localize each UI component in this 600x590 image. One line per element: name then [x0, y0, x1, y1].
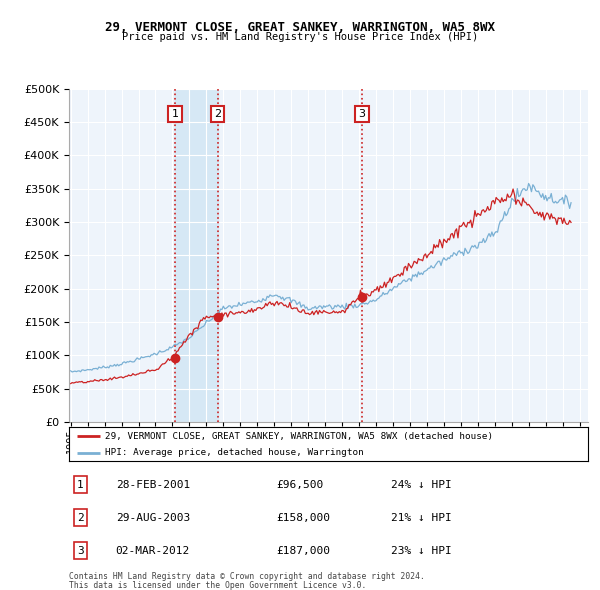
Text: 29-AUG-2003: 29-AUG-2003: [116, 513, 190, 523]
Text: Contains HM Land Registry data © Crown copyright and database right 2024.: Contains HM Land Registry data © Crown c…: [69, 572, 425, 581]
Text: 24% ↓ HPI: 24% ↓ HPI: [391, 480, 452, 490]
Text: £96,500: £96,500: [277, 480, 324, 490]
Text: 2: 2: [214, 109, 221, 119]
Text: 02-MAR-2012: 02-MAR-2012: [116, 546, 190, 556]
Text: 1: 1: [77, 480, 84, 490]
Text: 2: 2: [77, 513, 84, 523]
Text: 23% ↓ HPI: 23% ↓ HPI: [391, 546, 452, 556]
Text: HPI: Average price, detached house, Warrington: HPI: Average price, detached house, Warr…: [106, 448, 364, 457]
Text: This data is licensed under the Open Government Licence v3.0.: This data is licensed under the Open Gov…: [69, 581, 367, 589]
Text: 21% ↓ HPI: 21% ↓ HPI: [391, 513, 452, 523]
Text: 3: 3: [358, 109, 365, 119]
Text: £187,000: £187,000: [277, 546, 331, 556]
Text: 3: 3: [77, 546, 84, 556]
Text: Price paid vs. HM Land Registry's House Price Index (HPI): Price paid vs. HM Land Registry's House …: [122, 32, 478, 42]
Text: £158,000: £158,000: [277, 513, 331, 523]
Text: 1: 1: [172, 109, 179, 119]
Text: 29, VERMONT CLOSE, GREAT SANKEY, WARRINGTON, WA5 8WX (detached house): 29, VERMONT CLOSE, GREAT SANKEY, WARRING…: [106, 432, 493, 441]
Bar: [175, 88, 218, 422]
Text: 29, VERMONT CLOSE, GREAT SANKEY, WARRINGTON, WA5 8WX: 29, VERMONT CLOSE, GREAT SANKEY, WARRING…: [105, 21, 495, 34]
Text: 28-FEB-2001: 28-FEB-2001: [116, 480, 190, 490]
